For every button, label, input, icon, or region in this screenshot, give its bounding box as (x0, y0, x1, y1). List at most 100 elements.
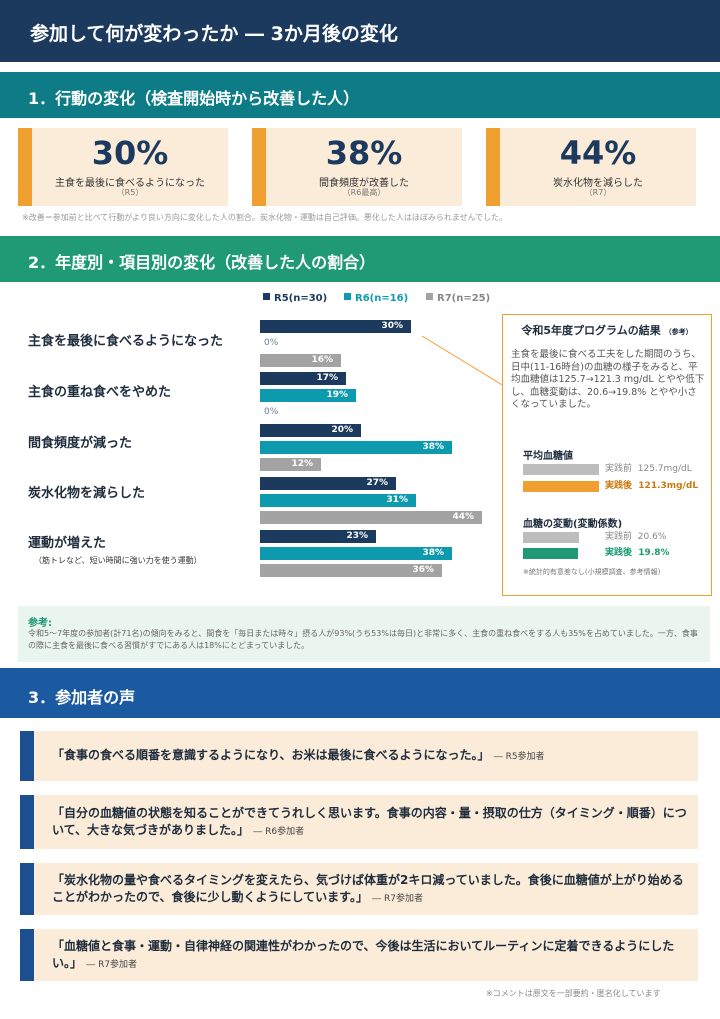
variability-after-label: 実践後 19.8% (605, 548, 670, 559)
reference-title: 参考: (28, 618, 52, 629)
bar-r7: 16% (260, 354, 341, 367)
reference-body: 令和5～7年度の参加者(計71名)の傾向をみると、間食を「毎日または時々」摂る人… (28, 629, 698, 650)
section-3-title: 3．参加者の声 (28, 688, 136, 707)
quote-accent (20, 731, 34, 781)
legend-r7: R7(n=25) (426, 293, 490, 304)
callout-title-note: （参考） (664, 328, 693, 336)
category-label: 運動が増えた (28, 536, 107, 551)
legend-swatch (426, 293, 433, 300)
category-label: 主食を最後に食べるようになった (28, 334, 224, 349)
stat-sub: （R6最高） (342, 188, 386, 197)
callout-pointer (421, 335, 505, 387)
data-label: 20% (331, 425, 353, 435)
quote-card: 「食事の食べる順番を意識するようになり、お米は最後に食べるようになった。」 ― … (20, 731, 698, 781)
callout-body: 主食を最後に食べる工夫をした期間のうち、日中(11-16時台)の血糖の様子をみる… (511, 349, 705, 410)
stat-value: 30% (91, 134, 169, 172)
quote-body: 「食事の食べる順番を意識するようになり、お米は最後に食べるようになった。」 (52, 748, 490, 762)
mean-glucose-before-label: 実践前 125.7mg/dL (605, 464, 692, 475)
legend-r6: R6(n=16) (344, 293, 408, 304)
category-label: 炭水化物を減らした (28, 486, 146, 501)
data-label: 30% (381, 321, 403, 331)
bar-r5: 23% (260, 530, 376, 543)
category-label: 主食の重ね食べをやめた (28, 385, 172, 400)
quote-body: 「血糖値と食事・運動・自律神経の関連性がわかったので、今後は生活においてルーティ… (52, 939, 675, 970)
stat-value: 44% (559, 134, 637, 172)
quote-body: 「自分の血糖値の状態を知ることができてうれしく思います。食事の内容・量・摂取の仕… (52, 806, 687, 837)
stat-label: 主食を最後に食べるようになった (55, 178, 205, 189)
quote-text: 「血糖値と食事・運動・自律神経の関連性がわかったので、今後は生活においてルーティ… (52, 938, 692, 974)
section-1-header: 1．行動の変化（検査開始時から改善した人） (0, 72, 720, 118)
legend-r5: R5(n=30) (263, 293, 327, 304)
data-label: 16% (311, 355, 333, 365)
quote-author: ― R7参加者 (372, 894, 423, 904)
section-1-note: ※改善＝参加前と比べて行動がより良い方向に変化した人の割合。炭水化物・運動は自己… (22, 213, 508, 222)
quote-accent (20, 795, 34, 849)
mean-glucose-after-label: 実践後 121.3mg/dL (605, 481, 698, 492)
mean-glucose-before-bar (523, 464, 599, 475)
bar-r6: 31% (260, 494, 416, 507)
data-label: 38% (422, 548, 444, 558)
quote-card: 「自分の血糖値の状態を知ることができてうれしく思います。食事の内容・量・摂取の仕… (20, 795, 698, 849)
data-label: 31% (386, 495, 408, 505)
comment-footnote: ※コメントは原文を一部要約・匿名化しています (486, 989, 661, 998)
variability-before-label: 実践前 20.6% (605, 532, 666, 543)
quote-body: 「炭水化物の量や食べるタイミングを変えたら、気づけば体重が2キロ減っていました。… (52, 873, 684, 904)
section-1-title: 1．行動の変化（検査開始時から改善した人） (28, 89, 360, 108)
section-3-header: 3．参加者の声 (0, 668, 720, 718)
stat-label: 炭水化物を減らした (553, 178, 643, 189)
data-label: 17% (316, 373, 338, 383)
stat-label: 間食頻度が改善した (319, 178, 409, 189)
label-text: 実践前 (605, 464, 633, 474)
quote-card: 「血糖値と食事・運動・自律神経の関連性がわかったので、今後は生活においてルーティ… (20, 929, 698, 981)
quote-card: 「炭水化物の量や食べるタイミングを変えたら、気づけば体重が2キロ減っていました。… (20, 863, 698, 915)
r5-result-callout: 令和5年度プログラムの結果 （参考） 主食を最後に食べる工夫をした期間のうち、日… (502, 314, 712, 596)
page-header: 参加して何が変わったか ― 3か月後の変化 (0, 0, 720, 62)
mean-glucose-heading: 平均血糖値 (523, 451, 573, 462)
variability-after-bar (523, 548, 578, 559)
quote-accent (20, 929, 34, 981)
bar-r6: 19% (260, 389, 356, 402)
legend-label: R6(n=16) (355, 293, 409, 304)
page-title: 参加して何が変わったか ― 3か月後の変化 (30, 23, 398, 45)
stat-value: 38% (325, 134, 403, 172)
bar-r7: 44% (260, 511, 482, 524)
quote-text: 「食事の食べる順番を意識するようになり、お米は最後に食べるようになった。」 ― … (52, 747, 692, 766)
callout-footnote: ※統計的有意差なし(小規模調査、参考情報) (523, 568, 661, 576)
data-label: 0% (264, 338, 279, 348)
bar-r7: 36% (260, 564, 442, 577)
value-text: 20.6% (637, 532, 667, 542)
data-label: 36% (412, 565, 434, 575)
bar-r5: 20% (260, 424, 361, 437)
legend-label: R5(n=30) (274, 293, 328, 304)
legend-label: R7(n=25) (437, 293, 491, 304)
legend-swatch (263, 293, 270, 300)
quote-author: ― R5参加者 (493, 752, 545, 762)
data-label: 38% (422, 442, 444, 452)
bar-r7: 12% (260, 458, 321, 471)
bar-r6: 38% (260, 441, 452, 454)
stat-card-carbs: 44% 炭水化物を減らした （R7） (486, 128, 696, 206)
stat-card-accent (18, 128, 32, 206)
stat-card-accent (252, 128, 266, 206)
reference-box: 参考: 令和5～7年度の参加者(計71名)の傾向をみると、間食を「毎日または時々… (18, 606, 710, 662)
quote-author: ― R7参加者 (86, 960, 138, 970)
legend-swatch (344, 293, 351, 300)
stat-card-snack: 38% 間食頻度が改善した （R6最高） (252, 128, 462, 206)
stat-sub: （R7） (584, 188, 612, 197)
quote-author: ― R6参加者 (253, 827, 305, 837)
section-2-header: 2．年度別・項目別の変化（改善した人の割合） (0, 236, 720, 282)
category-note: （筋トレなど、短い時間に強い力を使う運動） (34, 556, 202, 565)
stat-sub: （R5） (116, 188, 144, 197)
data-label: 27% (366, 478, 388, 488)
quote-text: 「炭水化物の量や食べるタイミングを変えたら、気づけば体重が2キロ減っていました。… (52, 872, 692, 908)
data-label: 19% (326, 390, 348, 400)
mean-glucose-after-bar (523, 481, 599, 492)
variability-before-bar (523, 532, 579, 543)
data-label: 0% (264, 407, 279, 417)
label-text: 実践前 (605, 532, 633, 542)
data-label: 44% (452, 512, 474, 522)
quote-text: 「自分の血糖値の状態を知ることができてうれしく思います。食事の内容・量・摂取の仕… (52, 805, 692, 841)
label-text: 実践後 (605, 548, 633, 558)
callout-title-text: 令和5年度プログラムの結果 (521, 324, 661, 337)
bar-r5: 30% (260, 320, 411, 333)
